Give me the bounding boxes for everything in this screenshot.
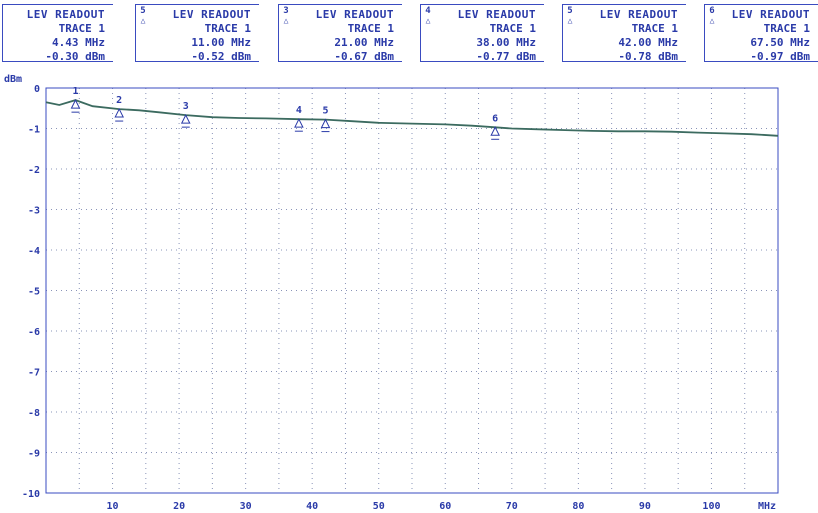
marker-label: 5 xyxy=(322,106,328,117)
delta-marker-icon: 3 △ xyxy=(283,6,289,26)
marker-1[interactable]: 1 xyxy=(70,86,81,113)
delta-marker-icon: 4 △ xyxy=(425,6,431,26)
marker-readout-bar: LEV READOUT TRACE 1 4.43 MHz -0.30 dBm 5… xyxy=(0,0,818,68)
readout-frequency: 4.43 MHz xyxy=(52,36,105,49)
x-tick-label: 60 xyxy=(439,501,451,512)
marker-3[interactable]: 3 xyxy=(180,101,191,128)
readout-box-1: LEV READOUT TRACE 1 4.43 MHz -0.30 dBm xyxy=(2,4,113,63)
y-tick-label: -5 xyxy=(28,287,40,298)
plot-frame xyxy=(45,87,779,494)
readout-trace: TRACE 1 xyxy=(631,22,678,35)
x-tick-label: 80 xyxy=(572,501,584,512)
readout-header: LEV READOUT xyxy=(26,8,105,21)
x-tick-label: 50 xyxy=(373,501,385,512)
readout-trace: TRACE 1 xyxy=(347,22,394,35)
readout-header: LEV READOUT xyxy=(315,8,394,21)
readout-level: -0.97 dBm xyxy=(750,50,810,63)
y-tick-label: -4 xyxy=(28,246,40,257)
x-tick-label: 20 xyxy=(173,501,185,512)
delta-marker-icon: 5 △ xyxy=(567,6,573,26)
marker-triangle-icon xyxy=(490,126,500,136)
y-tick-label: -2 xyxy=(28,165,40,176)
readout-frequency: 21.00 MHz xyxy=(334,36,394,49)
readout-header: LEV READOUT xyxy=(172,8,251,21)
y-tick-label: -6 xyxy=(28,327,40,338)
x-tick-labels: 10 20 30 40 50 60 70 80 90 100 xyxy=(107,501,721,512)
readout-level: -0.52 dBm xyxy=(191,50,251,63)
delta-marker-icon: 5 △ xyxy=(140,6,146,26)
readout-frequency: 11.00 MHz xyxy=(191,36,251,49)
y-tick-label: -3 xyxy=(28,206,40,217)
readout-level: -0.67 dBm xyxy=(334,50,394,63)
marker-4[interactable]: 4 xyxy=(294,105,304,132)
readout-header: LEV READOUT xyxy=(599,8,678,21)
y-tick-label: -1 xyxy=(28,125,40,136)
marker-label: 4 xyxy=(296,105,302,116)
marker-label: 6 xyxy=(492,113,498,124)
marker-group: 1 2 3 4 5 6 xyxy=(70,86,500,140)
readout-trace: TRACE 1 xyxy=(204,22,251,35)
marker-label: 1 xyxy=(72,86,78,97)
marker-triangle-icon xyxy=(70,99,81,109)
readout-frequency: 67.50 MHz xyxy=(750,36,810,49)
x-axis-unit: MHz xyxy=(758,501,776,512)
x-tick-label: 10 xyxy=(107,501,119,512)
x-tick-label: 100 xyxy=(702,501,720,512)
marker-triangle-icon xyxy=(294,118,304,128)
level-chart: dBm 0 -1 -2 -3 -4 -5 -6 -7 -8 -9 -10 10 20 30 40 50 60 7… xyxy=(4,74,779,512)
readout-trace: TRACE 1 xyxy=(489,22,536,35)
y-tick-label: -10 xyxy=(22,489,40,500)
readout-box-3: 3 △ LEV READOUT TRACE 1 21.00 MHz -0.67 d… xyxy=(278,4,402,63)
readout-box-4: 4 △ LEV READOUT TRACE 1 38.00 MHz -0.77 d… xyxy=(420,4,544,63)
x-tick-label: 90 xyxy=(639,501,651,512)
readout-level: -0.78 dBm xyxy=(618,50,678,63)
x-tick-label: 30 xyxy=(240,501,252,512)
readout-frequency: 42.00 MHz xyxy=(618,36,678,49)
chart-grid xyxy=(46,87,778,494)
marker-6[interactable]: 6 xyxy=(490,113,500,140)
readout-box-6: 6 △ LEV READOUT TRACE 1 67.50 MHz -0.97 d… xyxy=(704,4,818,63)
trace-1-line xyxy=(45,99,779,137)
y-tick-labels: 0 -1 -2 -3 -4 -5 -6 -7 -8 -9 -10 xyxy=(22,84,40,500)
readout-trace: TRACE 1 xyxy=(763,22,810,35)
readout-box-5: 5 △ LEV READOUT TRACE 1 42.00 MHz -0.78 d… xyxy=(562,4,686,63)
x-tick-label: 40 xyxy=(306,501,318,512)
readout-header: LEV READOUT xyxy=(457,8,536,21)
readout-box-2: 5 △ LEV READOUT TRACE 1 11.00 MHz -0.52 d… xyxy=(135,4,259,63)
y-tick-label: -7 xyxy=(28,368,40,379)
marker-triangle-icon xyxy=(320,118,331,129)
x-tick-label: 70 xyxy=(506,501,518,512)
marker-triangle-icon xyxy=(180,114,191,124)
y-tick-label: -8 xyxy=(28,408,40,419)
delta-marker-icon: 6 △ xyxy=(709,6,715,26)
readout-level: -0.77 dBm xyxy=(476,50,536,63)
marker-triangle-icon xyxy=(114,107,125,118)
marker-label: 3 xyxy=(183,101,189,112)
readout-level: -0.30 dBm xyxy=(45,50,105,63)
readout-trace: TRACE 1 xyxy=(58,22,105,35)
y-tick-label: -9 xyxy=(28,449,40,460)
marker-2[interactable]: 2 xyxy=(114,95,125,122)
y-tick-label: 0 xyxy=(34,84,40,95)
marker-5[interactable]: 5 xyxy=(320,106,331,133)
y-axis-label: dBm xyxy=(4,74,22,85)
readout-frequency: 38.00 MHz xyxy=(476,36,536,49)
marker-label: 2 xyxy=(116,95,122,106)
readout-header: LEV READOUT xyxy=(731,8,810,21)
